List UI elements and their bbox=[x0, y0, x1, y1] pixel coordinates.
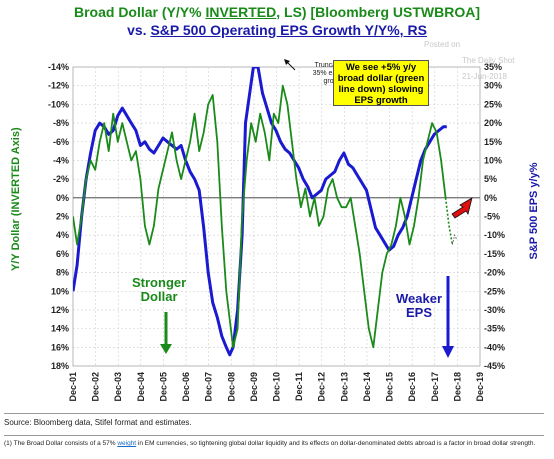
x-tick-label: Dec-13 bbox=[339, 372, 349, 402]
watermark-site: The Daily Shot bbox=[462, 56, 515, 65]
y-axis-left-label: Y/Y Dollar (INVERTED Axis) bbox=[10, 127, 22, 271]
callout-box: We see +5% y/y broad dollar (green line … bbox=[333, 60, 429, 106]
y-axis-right-label: S&P 500 EPS y/y% bbox=[528, 162, 540, 260]
y-right-tick-label: -10% bbox=[484, 230, 505, 240]
watermark-posted: Posted on bbox=[424, 40, 461, 49]
weaker-arrow-head bbox=[442, 346, 454, 358]
y-right-tick-label: -40% bbox=[484, 342, 505, 352]
weight-link[interactable]: weight bbox=[117, 440, 137, 447]
y-left-tick-label: -10% bbox=[48, 99, 69, 109]
y-right-tick-label: -35% bbox=[484, 324, 505, 334]
y-right-tick-label: 35% bbox=[484, 62, 502, 72]
x-tick-label: Dec-02 bbox=[91, 372, 101, 402]
y-left-tick-label: -4% bbox=[53, 155, 69, 165]
y-left-tick-label: -2% bbox=[53, 174, 69, 184]
callout-line4: EPS growth bbox=[354, 95, 408, 106]
x-tick-label: Dec-17 bbox=[430, 372, 440, 402]
grid-layer bbox=[72, 66, 481, 367]
weaker-line1: Weaker bbox=[396, 291, 443, 306]
x-tick-label: Dec-07 bbox=[204, 372, 214, 402]
y-left-tick-label: -6% bbox=[53, 137, 69, 147]
y-right-tick-label: 5% bbox=[484, 174, 497, 184]
callout-line3: line down) slowing bbox=[338, 84, 424, 95]
projection-tail bbox=[452, 234, 458, 245]
series-dollar-projection bbox=[444, 197, 454, 245]
stronger-arrow-head bbox=[160, 344, 172, 354]
y-left-tick-label: 10% bbox=[51, 286, 69, 296]
chart-title-line1: Broad Dollar (Y/Y% INVERTED, LS) [Bloomb… bbox=[73, 4, 481, 20]
y-right-tick-label: 20% bbox=[484, 118, 502, 128]
x-tick-label: Dec-08 bbox=[226, 372, 236, 402]
y-left-tick-label: 0% bbox=[56, 193, 69, 203]
x-tick-label: Dec-06 bbox=[181, 372, 191, 402]
x-tick-label: Dec-14 bbox=[362, 372, 372, 402]
y-right-tick-label: 15% bbox=[484, 137, 502, 147]
series-dollar-line bbox=[73, 84, 447, 349]
y-right-tick-label: -20% bbox=[484, 268, 505, 278]
source-note: Source: Bloomberg data, Stifel format an… bbox=[4, 418, 192, 427]
axis-layer: -14% -12% -10% -8% -6% -4% -2% 0% 2% 4% 6% 8% 10% 12%… bbox=[48, 62, 505, 402]
y-right-tick-label: -30% bbox=[484, 305, 505, 315]
stronger-line2: Dollar bbox=[140, 289, 178, 304]
y-left-tick-label: 18% bbox=[51, 361, 69, 371]
x-tick-label: Dec-12 bbox=[317, 372, 327, 402]
y-left-tick-label: 12% bbox=[51, 305, 69, 315]
watermark-date: 21-Jun-2018 bbox=[462, 72, 507, 81]
x-tick-label: Dec-09 bbox=[249, 372, 259, 402]
x-tick-label: Dec-05 bbox=[158, 372, 168, 402]
footer-rule bbox=[4, 413, 544, 414]
y-left-tick-label: 16% bbox=[51, 342, 69, 352]
truncated-arrow-head bbox=[284, 59, 290, 65]
chart-title-line2: vs. S&P 500 Operating EPS Growth Y/Y%, R… bbox=[127, 22, 427, 38]
series-eps-line bbox=[73, 67, 447, 357]
footnote: (1) The Broad Dollar consists of a 57% w… bbox=[4, 440, 536, 447]
truncated-arrow bbox=[286, 61, 296, 71]
weaker-eps-label: Weaker EPS bbox=[396, 292, 442, 320]
y-left-tick-label: 8% bbox=[56, 268, 69, 278]
x-tick-label: Dec-04 bbox=[136, 372, 146, 402]
x-tick-label: Dec-01 bbox=[68, 372, 78, 402]
x-tick-label: Dec-10 bbox=[272, 372, 282, 402]
x-tick-label: Dec-11 bbox=[294, 372, 304, 401]
x-tick-label: Dec-03 bbox=[113, 372, 123, 402]
y-right-tick-label: 30% bbox=[484, 81, 502, 91]
y-left-tick-label: -8% bbox=[53, 118, 69, 128]
x-tick-label: Dec-18 bbox=[452, 372, 462, 402]
y-left-tick-label: 4% bbox=[56, 230, 69, 240]
weaker-line2: EPS bbox=[406, 305, 433, 320]
footer-rule-2 bbox=[4, 435, 544, 436]
y-right-tick-label: -45% bbox=[484, 361, 505, 371]
y-left-tick-label: 14% bbox=[51, 324, 69, 334]
y-right-tick-label: 0% bbox=[484, 193, 497, 203]
y-left-tick-label: -14% bbox=[48, 62, 69, 72]
y-left-tick-label: 6% bbox=[56, 249, 69, 259]
series-layer bbox=[73, 67, 454, 357]
x-tick-label: Dec-16 bbox=[407, 372, 417, 402]
red-pointer-arrow bbox=[451, 197, 473, 219]
x-tick-label: Dec-19 bbox=[475, 372, 485, 402]
y-right-tick-label: 10% bbox=[484, 155, 502, 165]
y-right-tick-label: -5% bbox=[484, 212, 500, 222]
callout-line1: We see +5% y/y bbox=[345, 62, 417, 73]
stronger-line1: Stronger bbox=[132, 275, 187, 290]
y-right-tick-label: -25% bbox=[484, 286, 505, 296]
y-left-tick-label: -12% bbox=[48, 81, 69, 91]
stronger-dollar-label: Stronger Dollar bbox=[132, 276, 186, 304]
y-right-tick-label: 25% bbox=[484, 99, 502, 109]
y-left-tick-label: 2% bbox=[56, 212, 69, 222]
callout-line2: broad dollar (green bbox=[337, 73, 425, 84]
annotation-arrows bbox=[160, 59, 473, 358]
y-right-tick-label: -15% bbox=[484, 249, 505, 259]
x-tick-label: Dec-15 bbox=[385, 372, 395, 402]
